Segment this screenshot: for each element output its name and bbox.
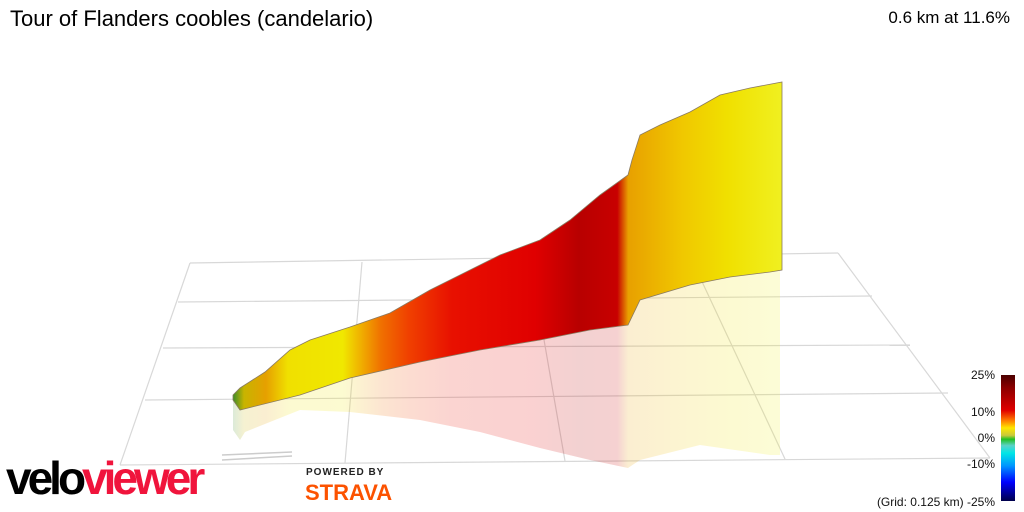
gradient-color-scale: [1001, 375, 1015, 501]
strava-logo: STRAVA: [305, 480, 393, 505]
grid-line: [119, 262, 191, 466]
powered-by-label: POWERED BY: [306, 467, 385, 478]
grid-line: [119, 457, 991, 466]
climb-summary: 0.6 km at 11.6%: [888, 8, 1010, 27]
elevation-profile-wall: [232, 81, 783, 411]
legend-tick: -10%: [966, 457, 995, 471]
legend-tick: 10%: [970, 405, 995, 419]
legend-tick: 25%: [970, 368, 995, 382]
profile-reflection: [233, 270, 780, 468]
grid-scale-note: (Grid: 0.125 km) -25%: [876, 495, 995, 509]
veloviewer-logo: veloviewer: [6, 452, 205, 504]
grid-line: [837, 252, 991, 459]
legend-tick: 0%: [977, 431, 995, 445]
route-title: Tour of Flanders coobles (candelario): [10, 6, 374, 31]
start-marker: [221, 451, 293, 461]
